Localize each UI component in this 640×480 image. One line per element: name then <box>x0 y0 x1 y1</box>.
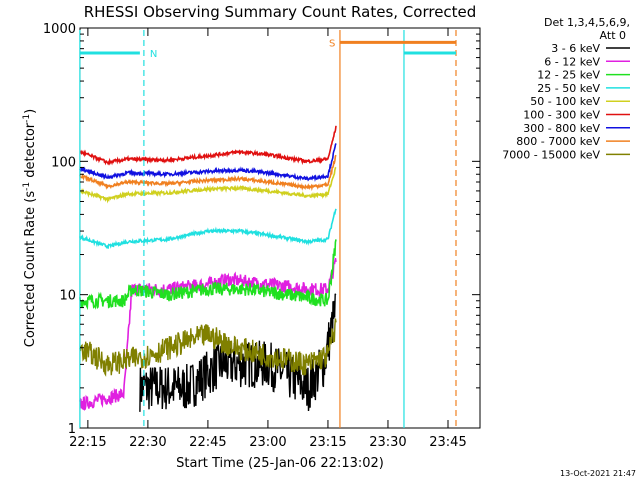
series-line <box>79 318 337 377</box>
footer-date: 13-Oct-2021 21:47 <box>560 469 636 478</box>
x-tick-label: 23:15 <box>309 435 346 450</box>
y-tick-label: 100 <box>51 155 76 170</box>
legend-entry-label: 7000 - 15000 keV <box>502 148 600 161</box>
series-line <box>79 257 337 411</box>
legend-subtitle: Att 0 <box>600 29 626 42</box>
x-tick-label: 23:00 <box>249 435 286 450</box>
y-axis-label-part2: detector <box>23 122 38 182</box>
legend-entry-label: 300 - 800 keV <box>523 122 600 135</box>
legend-title: Det 1,3,4,5,6,9, <box>544 16 630 29</box>
series-line <box>79 166 337 204</box>
y-axis-label: Corrected Count Rate (s-1 detector-1) <box>22 109 38 347</box>
legend-entry-label: 800 - 7000 keV <box>516 135 600 148</box>
y-axis-label-sup1: -1 <box>22 182 32 191</box>
series-line <box>139 293 337 412</box>
legend-entry-label: 12 - 25 keV <box>537 69 600 82</box>
series-line <box>79 154 337 192</box>
x-axis-label: Start Time (25-Jan-06 22:13:02) <box>176 456 384 471</box>
legend-entry-label: 25 - 50 keV <box>537 82 600 95</box>
x-tick-label: 23:30 <box>369 435 406 450</box>
legend-entry-label: 50 - 100 keV <box>530 95 600 108</box>
y-axis-label-part3: ) <box>23 109 38 114</box>
legend-entry-label: 6 - 12 keV <box>544 55 600 68</box>
x-tick-label: 22:15 <box>69 435 106 450</box>
series-line <box>79 143 337 182</box>
y-tick-label: 1000 <box>43 22 76 37</box>
series-line <box>79 125 337 166</box>
y-axis-label-part1: Corrected Count Rate (s <box>23 191 38 348</box>
series-line <box>79 239 337 311</box>
y-axis-label-sup2: -1 <box>22 114 32 123</box>
series-line <box>79 208 337 250</box>
legend-entry-label: 3 - 6 keV <box>551 42 600 55</box>
y-tick-label: 1 <box>68 422 76 437</box>
y-tick-label: 10 <box>59 289 76 304</box>
night-label: N <box>150 49 157 60</box>
x-tick-label: 22:45 <box>189 435 226 450</box>
legend-entry-label: 100 - 300 keV <box>523 109 600 122</box>
x-tick-label: 23:45 <box>429 435 466 450</box>
chart-title: RHESSI Observing Summary Count Rates, Co… <box>84 3 477 21</box>
x-tick-label: 22:30 <box>129 435 166 450</box>
saa-label: S <box>329 38 335 49</box>
